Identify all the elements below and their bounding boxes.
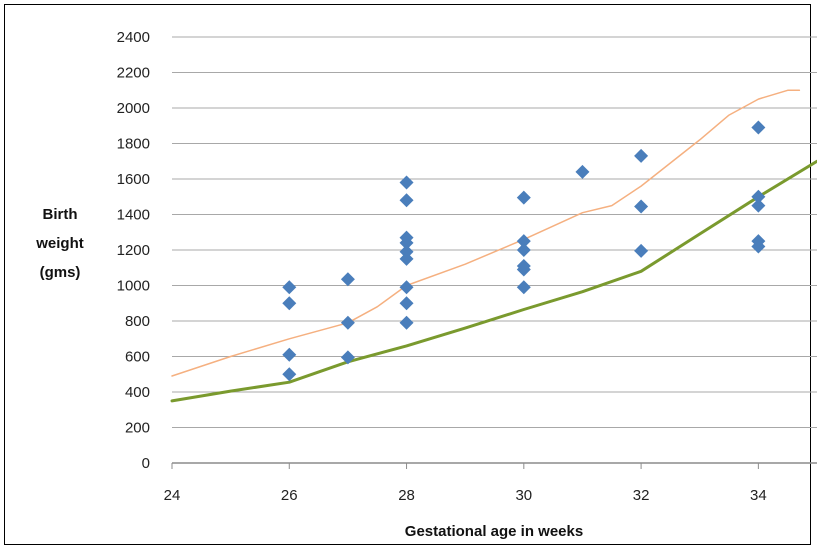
y-tick-label: 400 [125, 384, 150, 401]
data-point [340, 350, 355, 365]
y-tick-label: 2200 [117, 65, 150, 82]
y-tick-label: 0 [142, 455, 150, 472]
x-tick-label: 34 [750, 487, 767, 504]
data-point [575, 164, 590, 179]
data-point [399, 315, 414, 330]
data-point [751, 239, 766, 254]
data-point [634, 243, 649, 258]
data-point [516, 262, 531, 277]
reference-curves [170, 89, 817, 403]
data-point [634, 199, 649, 214]
reference-curve-2 [170, 159, 817, 403]
x-tick-labels: 24 26 28 30 32 34 [164, 487, 767, 504]
data-point [751, 198, 766, 213]
data-point [634, 148, 649, 163]
data-point [516, 243, 531, 257]
data-point [399, 280, 414, 295]
data-point [282, 347, 297, 362]
x-axis-line [171, 462, 817, 469]
data-point [751, 189, 766, 204]
data-point [399, 193, 414, 208]
y-tick-label: 1800 [117, 136, 150, 153]
y-tick-label: 1600 [117, 171, 150, 188]
data-point [399, 296, 414, 311]
y-tick-label: 2000 [117, 100, 150, 117]
reference-curve-1 [171, 89, 801, 377]
y-tick-label: 2400 [117, 29, 150, 46]
y-tick-labels: 0 200 400 600 800 1000 1200 1400 1600 1800 2000 220… [117, 29, 150, 472]
data-point [516, 234, 531, 249]
data-point [399, 244, 414, 259]
y-tick-label: 800 [125, 313, 150, 330]
chart-frame [4, 4, 811, 545]
data-point [399, 251, 414, 266]
data-points [282, 120, 766, 382]
data-point [516, 190, 531, 205]
x-tick-label: 26 [281, 487, 298, 504]
y-tick-label: 200 [125, 420, 150, 437]
x-tick-label: 30 [515, 487, 532, 504]
gridlines [172, 36, 817, 428]
data-point [399, 175, 414, 190]
data-point [516, 280, 531, 295]
x-axis-title: Gestational age in weeks [405, 523, 583, 540]
y-tick-label: 600 [125, 349, 150, 366]
data-point [282, 280, 297, 295]
y-tick-label: 1200 [117, 242, 150, 259]
y-axis-title-line: weight [35, 235, 84, 252]
data-point [340, 272, 355, 287]
y-tick-label: 1000 [117, 278, 150, 295]
data-point [282, 367, 297, 382]
x-tick-label: 32 [633, 487, 650, 504]
y-axis-title: Birth weight (gms) [35, 206, 84, 281]
y-axis-title-line: Birth [43, 206, 78, 223]
y-tick-label: 1400 [117, 207, 150, 224]
x-tick-label: 28 [398, 487, 415, 504]
data-point [399, 235, 414, 250]
data-point [282, 296, 297, 311]
x-tick-label: 24 [164, 487, 181, 504]
data-point [340, 315, 355, 330]
data-point [751, 120, 766, 135]
y-axis-title-line: (gms) [40, 264, 81, 281]
